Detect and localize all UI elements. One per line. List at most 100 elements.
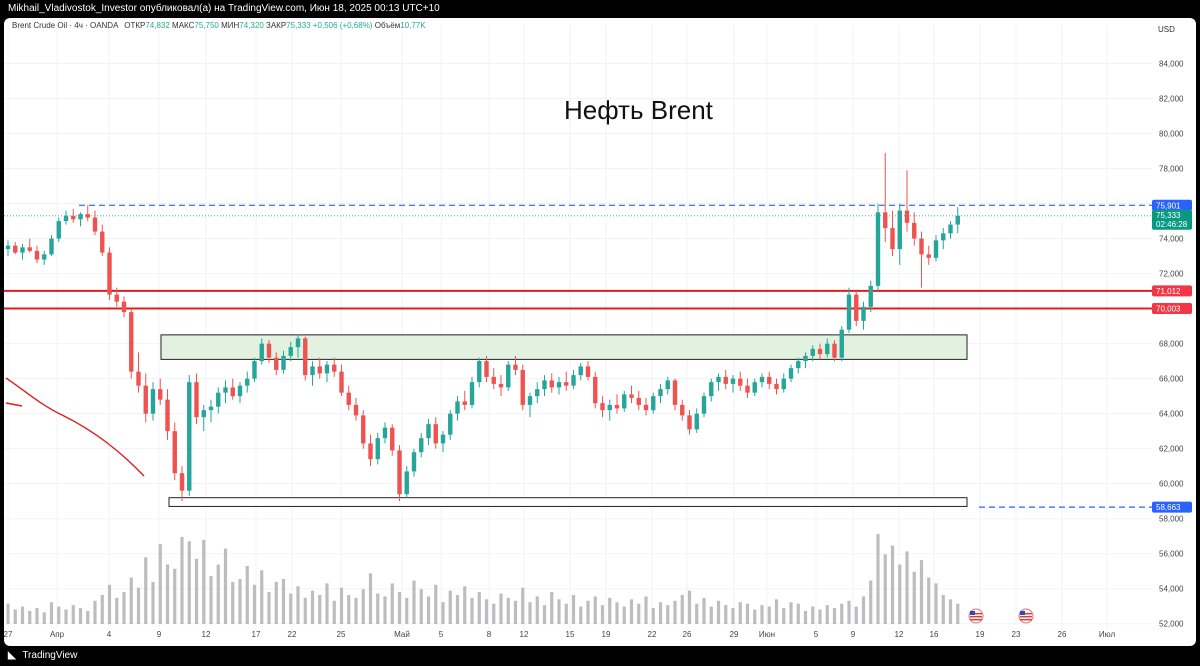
candle xyxy=(85,205,90,222)
candle xyxy=(897,203,902,265)
candle-body xyxy=(672,380,678,405)
candle-body xyxy=(433,424,438,444)
time-tick-label: 19 xyxy=(976,630,985,639)
instrument-name[interactable]: Brent Crude Oil · 4ч · OANDA xyxy=(12,21,118,30)
candle-body xyxy=(216,392,221,407)
candle-body xyxy=(114,294,119,302)
volume-bar xyxy=(753,609,757,624)
price-tick-label: 64,000 xyxy=(1159,410,1184,419)
time-tick-label: 23 xyxy=(1012,630,1021,639)
freehand-drawing[interactable] xyxy=(5,377,145,477)
candle-body xyxy=(600,403,605,411)
candle xyxy=(368,434,373,467)
candle xyxy=(810,345,815,362)
volume-bar xyxy=(811,606,815,624)
candle-body xyxy=(230,387,235,397)
time-axis[interactable]: 27 Апр 4 9 12 17 22 25 Май 5 8 12 15 19 22 26 29 Июн 5 9 12 1… xyxy=(4,630,1115,639)
candle-body xyxy=(426,424,431,439)
price-tick-label: 62,000 xyxy=(1159,445,1184,454)
candle xyxy=(332,357,337,377)
volume-bar xyxy=(673,600,677,624)
volume-bar xyxy=(245,565,249,624)
volume-bar xyxy=(825,605,829,624)
candle-body xyxy=(774,383,779,390)
candle-body xyxy=(788,368,794,379)
candle-body xyxy=(42,254,47,260)
volume-bar xyxy=(470,597,474,624)
candle xyxy=(687,410,692,435)
volume-bar xyxy=(361,589,365,624)
candle-body xyxy=(129,312,134,372)
volume-bar xyxy=(107,584,112,624)
candle-body xyxy=(332,364,337,372)
price-chart-svg[interactable]: Нефть Brent USD 84,000 82,000 80,000 78,000… xyxy=(4,18,1196,646)
price-axis[interactable]: 84,00082,00080,00078,00076,00074,00072,0… xyxy=(1159,60,1184,629)
candle xyxy=(469,376,475,409)
volume-bar xyxy=(608,597,612,624)
volume-bar xyxy=(448,590,452,624)
candle xyxy=(680,399,685,421)
volume-bar xyxy=(238,579,242,624)
candle xyxy=(774,378,779,395)
horizontal-levels[interactable] xyxy=(4,204,1152,508)
candle xyxy=(919,231,924,288)
price-tick-label: 66,000 xyxy=(1159,375,1184,384)
volume-bar xyxy=(42,612,46,624)
symbol-legend[interactable]: Brent Crude Oil · 4ч · OANDA ОТКР74,832 … xyxy=(12,21,426,30)
volume-value: 10,77K xyxy=(400,21,426,30)
volume-bar xyxy=(796,603,800,624)
candle-body xyxy=(948,224,953,234)
open-value: 74,832 xyxy=(145,21,170,30)
us-event-flag-icon[interactable] xyxy=(1018,608,1034,624)
volume-bar xyxy=(57,606,61,624)
candle-body xyxy=(817,348,823,355)
candle xyxy=(303,336,308,381)
candle-body xyxy=(883,212,888,229)
candle-body xyxy=(890,228,895,250)
volume-bar xyxy=(905,551,909,624)
candle xyxy=(477,357,482,388)
candle-body xyxy=(208,406,214,411)
time-tick-label: 8 xyxy=(487,630,492,639)
candle-body xyxy=(854,294,859,321)
candle-body xyxy=(143,385,148,414)
volume-bar xyxy=(6,603,10,624)
candle xyxy=(100,224,105,257)
us-event-flag-icon[interactable] xyxy=(968,608,984,624)
tradingview-logo-icon: ◣ xyxy=(8,650,16,661)
volume-bar xyxy=(876,534,880,624)
volume-bar xyxy=(484,599,489,624)
candle-body xyxy=(564,382,569,386)
price-zone-rect[interactable] xyxy=(160,334,968,360)
event-flags[interactable] xyxy=(968,608,1034,624)
candle-body xyxy=(520,369,525,405)
candle xyxy=(846,287,852,334)
candle-body xyxy=(745,385,750,393)
candle-body xyxy=(796,361,801,369)
chart-panel[interactable]: Нефть Brent USD 84,000 82,000 80,000 78,000… xyxy=(4,18,1196,646)
volume-bar xyxy=(318,594,322,624)
volume-bar xyxy=(513,600,518,624)
freehand-stroke[interactable] xyxy=(5,402,23,407)
candle xyxy=(593,371,598,409)
price-zone-rect[interactable] xyxy=(168,497,968,507)
candle-body xyxy=(875,212,881,286)
volume-bar xyxy=(332,600,336,624)
volume-bar xyxy=(64,609,68,624)
candle-body xyxy=(411,452,417,472)
candle-body xyxy=(34,250,40,260)
time-tick-label: 17 xyxy=(252,630,261,639)
volume-bar xyxy=(100,594,104,624)
price-tag-value: 75,333 xyxy=(1156,211,1181,220)
candle-body xyxy=(846,294,852,330)
candle xyxy=(803,352,808,369)
freehand-curve[interactable] xyxy=(5,377,145,477)
candle xyxy=(709,378,714,402)
candle-body xyxy=(187,382,192,491)
volume-bar xyxy=(774,599,779,624)
candle-body xyxy=(266,343,272,358)
volume-bar xyxy=(93,600,97,624)
candle-body xyxy=(955,215,960,225)
volume-bar xyxy=(956,603,960,624)
volume-bar xyxy=(231,581,235,624)
